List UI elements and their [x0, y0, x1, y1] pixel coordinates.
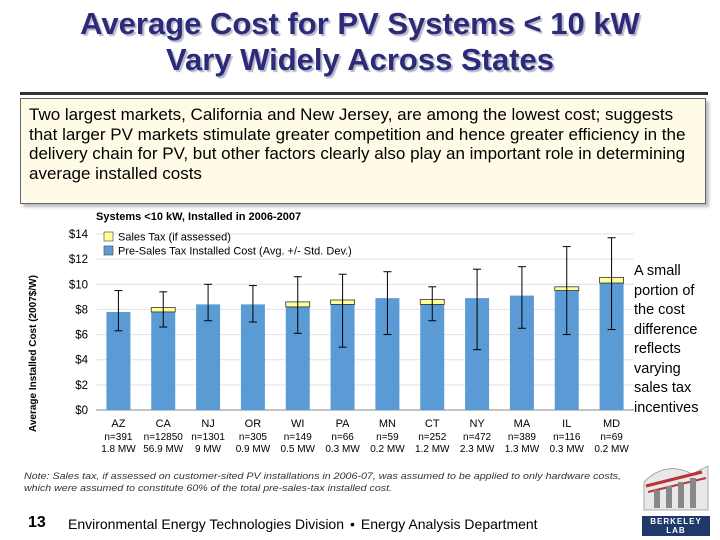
- y-tick-label: $8: [75, 304, 88, 316]
- footnote-line-1: Note: Sales tax, if assessed on customer…: [24, 471, 621, 482]
- callout-box: Two largest markets, California and New …: [20, 98, 706, 204]
- bar-pre-sales-tax: [151, 311, 176, 410]
- x-n-label: n=1301: [191, 432, 225, 443]
- legend-swatch-pre-sales-tax: [103, 245, 114, 256]
- x-n-label: n=59: [376, 432, 399, 443]
- side-note: A small portion of the cost difference r…: [634, 263, 699, 416]
- x-mw-label: 1.2 MW: [415, 444, 450, 455]
- page-number: 13: [28, 514, 46, 531]
- x-mw-label: 0.2 MW: [594, 444, 629, 455]
- x-mw-label: 1.3 MW: [505, 444, 540, 455]
- bar-pre-sales-tax: [509, 295, 534, 410]
- bar-pre-sales-tax: [420, 304, 445, 410]
- bar-pre-sales-tax: [106, 311, 131, 410]
- x-category-label: WI: [291, 418, 304, 430]
- callout-text: Two largest markets, California and New …: [29, 105, 686, 183]
- x-category-label: CT: [425, 418, 440, 430]
- bars: [106, 276, 624, 410]
- x-category-label: PA: [336, 418, 351, 430]
- x-category-label: MD: [603, 418, 620, 430]
- footnote-line-2: which were assumed to constitute 60% of …: [24, 483, 392, 494]
- footer: 13 Environmental Energy Technologies Div…: [0, 505, 720, 540]
- y-tick-label: $0: [75, 405, 88, 417]
- bar-pre-sales-tax: [196, 304, 221, 410]
- footer-division: Environmental Energy Technologies Divisi…: [68, 516, 345, 532]
- y-tick-label: $10: [69, 279, 88, 291]
- x-category-label: CA: [156, 418, 172, 430]
- grid-lines: [96, 233, 634, 411]
- x-category-label: IL: [562, 418, 571, 430]
- chart-title: Systems <10 kW, Installed in 2006-2007: [96, 211, 301, 223]
- y-tick-labels: $0 $2 $4 $6 $8 $10 $12 $14: [69, 229, 89, 417]
- legend: Sales Tax (if assessed) Pre-Sales Tax In…: [103, 231, 352, 258]
- x-n-label: n=12850: [144, 432, 184, 443]
- x-mw-label: 0.2 MW: [370, 444, 405, 455]
- x-category-label: NJ: [201, 418, 214, 430]
- x-category-label: OR: [245, 418, 262, 430]
- legend-swatch-sales-tax: [103, 231, 114, 242]
- x-mw-label: 1.8 MW: [101, 444, 136, 455]
- x-n-label: n=389: [508, 432, 537, 443]
- bar-chart: Average Installed Cost (2007$/W) Systems…: [28, 211, 634, 455]
- x-mw-label: 0.5 MW: [281, 444, 316, 455]
- x-n-label: n=66: [331, 432, 354, 443]
- error-bars: [114, 237, 616, 351]
- x-n-label: n=391: [104, 432, 133, 443]
- y-tick-label: $14: [69, 229, 89, 241]
- x-mw-label: 0.3 MW: [325, 444, 360, 455]
- footer-text: Environmental Energy Technologies Divisi…: [68, 516, 538, 532]
- footnote: Note: Sales tax, if assessed on customer…: [24, 471, 621, 494]
- x-n-label: n=149: [284, 432, 313, 443]
- x-n-label: n=69: [600, 432, 623, 443]
- x-n-label: n=252: [418, 432, 447, 443]
- x-category-label: NY: [469, 418, 485, 430]
- x-category-label: MA: [514, 418, 531, 430]
- x-mw-label: 0.3 MW: [550, 444, 585, 455]
- legend-label-pre-sales-tax: Pre-Sales Tax Installed Cost (Avg. +/- S…: [118, 246, 352, 258]
- y-tick-label: $4: [75, 355, 88, 367]
- x-mw-label: 9 MW: [195, 444, 222, 455]
- x-category-label: MN: [379, 418, 396, 430]
- x-category-label: AZ: [111, 418, 125, 430]
- footer-separator: •: [350, 516, 355, 532]
- title-line-2: Vary Widely Across States: [166, 42, 554, 77]
- title-divider: [20, 92, 708, 95]
- y-axis-label: Average Installed Cost (2007$/W): [28, 275, 39, 432]
- x-n-label: n=305: [239, 432, 268, 443]
- slide-title: Average Cost for PV Systems < 10 kW Vary…: [0, 6, 720, 78]
- footer-department: Energy Analysis Department: [360, 516, 538, 532]
- x-mw-label: 56.9 MW: [143, 444, 184, 455]
- x-n-label: n=472: [463, 432, 492, 443]
- berkeley-lab-logo: BERKELEY LAB: [636, 452, 716, 536]
- x-n-label: n=116: [553, 432, 581, 443]
- y-tick-label: $6: [75, 330, 88, 342]
- legend-label-sales-tax: Sales Tax (if assessed): [118, 232, 231, 244]
- logo-text: BERKELEY LAB: [642, 516, 710, 536]
- title-line-1: Average Cost for PV Systems < 10 kW: [80, 6, 640, 41]
- x-mw-label: 2.3 MW: [460, 444, 495, 455]
- y-tick-label: $12: [69, 254, 88, 266]
- x-mw-label: 0.9 MW: [236, 444, 271, 455]
- y-tick-label: $2: [75, 380, 88, 392]
